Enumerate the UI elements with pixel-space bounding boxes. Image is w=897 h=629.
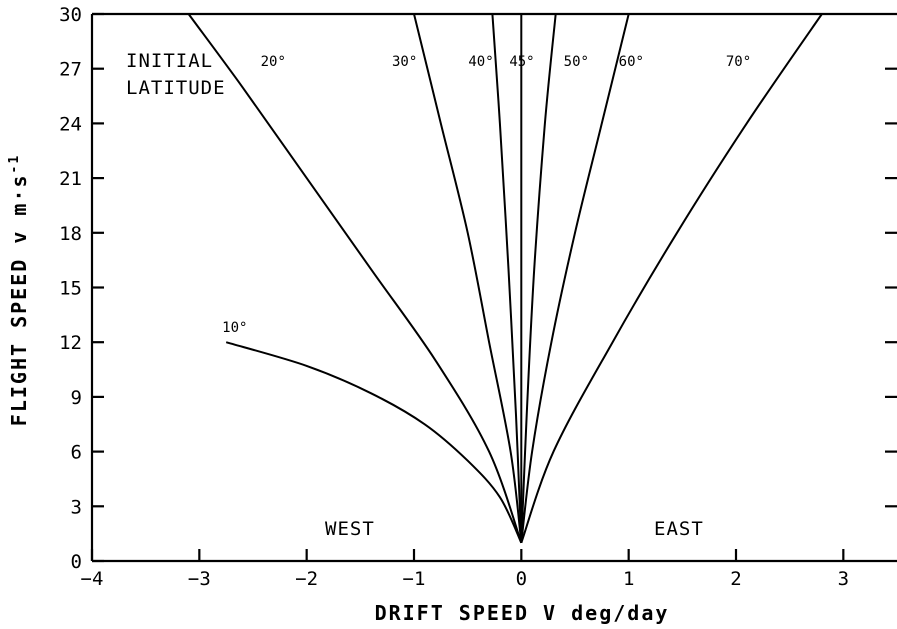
y-tick-label: 9 bbox=[71, 387, 82, 409]
y-tick-label: 18 bbox=[59, 223, 82, 245]
curve-label: 45° bbox=[509, 54, 534, 70]
curve-label: 20° bbox=[261, 54, 286, 70]
annotation-initial: INITIAL bbox=[126, 50, 213, 72]
curve-30deg bbox=[413, 13, 523, 543]
curve-20deg bbox=[187, 13, 523, 544]
x-tick-label: −1 bbox=[403, 568, 426, 590]
y-tick-label: 24 bbox=[59, 113, 82, 135]
curve-10deg bbox=[225, 341, 523, 544]
y-tick-label: 6 bbox=[71, 442, 82, 464]
x-tick-label: 1 bbox=[623, 568, 634, 590]
curve-label: 60° bbox=[619, 54, 644, 70]
curve-40deg bbox=[491, 13, 523, 543]
y-axis-title-text: FLIGHT SPEED v m·s bbox=[7, 173, 31, 426]
x-tick-label: 0 bbox=[516, 568, 527, 590]
x-axis-title: DRIFT SPEED V deg/day bbox=[375, 601, 670, 625]
annotation-latitude: LATITUDE bbox=[126, 77, 226, 99]
tick-marks bbox=[90, 12, 897, 563]
y-tick-label: 27 bbox=[59, 59, 82, 81]
curve-label: 50° bbox=[564, 54, 589, 70]
latitude-curves bbox=[187, 13, 823, 544]
x-tick-label: −2 bbox=[295, 568, 318, 590]
annotation-west: WEST bbox=[325, 518, 375, 540]
x-tick-label: −4 bbox=[81, 568, 104, 590]
curve-label: 30° bbox=[392, 54, 417, 70]
x-tick-label: −3 bbox=[188, 568, 211, 590]
curve-label: 40° bbox=[468, 54, 493, 70]
annotation-east: EAST bbox=[654, 518, 704, 540]
y-tick-label: 30 bbox=[59, 4, 82, 26]
axes-frame bbox=[90, 12, 897, 563]
y-tick-label: 21 bbox=[59, 168, 82, 190]
curve-60deg bbox=[520, 13, 630, 543]
curve-50deg bbox=[520, 13, 557, 543]
x-tick-label: 2 bbox=[730, 568, 741, 590]
curve-label: 10° bbox=[222, 320, 247, 336]
curve-labels: 10° 20° 30° 40° 45° 50° 60° 70° bbox=[222, 54, 751, 336]
y-tick-label: 12 bbox=[59, 332, 82, 354]
y-axis-title: FLIGHT SPEED v m·s-1 bbox=[7, 154, 31, 426]
curve-70deg bbox=[520, 13, 823, 544]
y-tick-label: 15 bbox=[59, 278, 82, 300]
y-axis-title-group: FLIGHT SPEED v m·s-1 bbox=[7, 154, 31, 426]
y-axis-title-superscript: -1 bbox=[7, 154, 22, 174]
x-tick-label: 3 bbox=[838, 568, 849, 590]
y-tick-label: 3 bbox=[71, 496, 82, 518]
curve-label: 70° bbox=[726, 54, 751, 70]
y-tick-label: 0 bbox=[71, 551, 82, 573]
